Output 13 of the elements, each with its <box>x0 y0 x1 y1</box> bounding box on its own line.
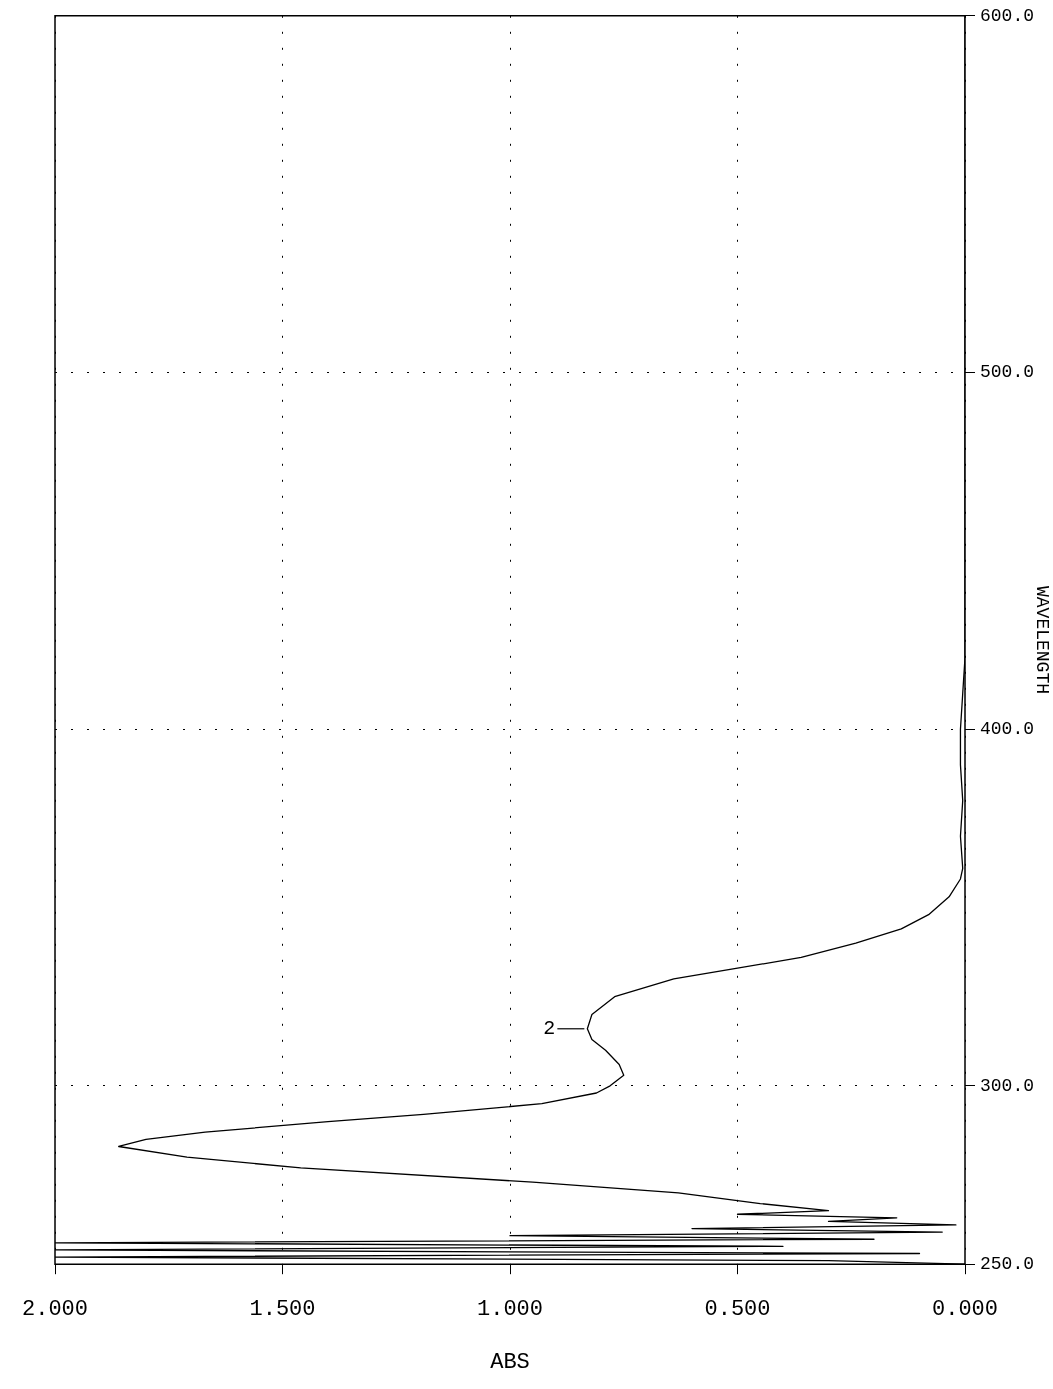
y-tick-label: 400.0 <box>980 718 1035 739</box>
x-tick-label: 0.000 <box>931 1297 999 1323</box>
x-tick-label: 1.000 <box>476 1297 544 1323</box>
x-axis-title: ABS <box>490 1349 530 1375</box>
x-tick-label: 2.000 <box>22 1297 89 1323</box>
y-tick-label: 500.0 <box>980 362 1035 383</box>
y-axis-title: WAVELENGTH <box>1032 585 1053 695</box>
y-tick-label: 250.0 <box>980 1253 1035 1274</box>
annotation: 2 <box>543 1017 556 1041</box>
y-tick-label: 300.0 <box>980 1075 1035 1096</box>
x-tick-label: 0.500 <box>704 1297 771 1323</box>
y-tick-label: 600.0 <box>980 5 1035 26</box>
x-tick-label: 1.500 <box>249 1297 316 1323</box>
